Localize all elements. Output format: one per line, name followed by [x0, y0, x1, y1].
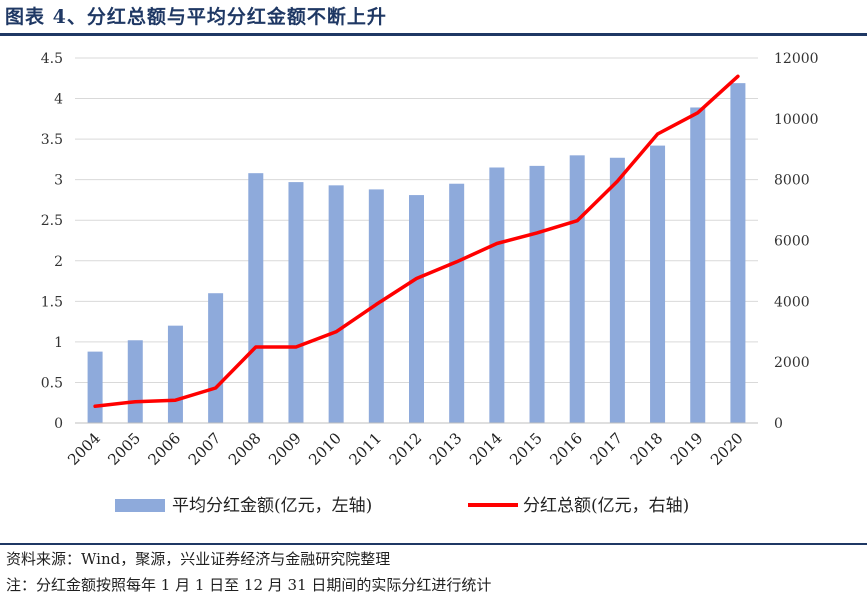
- x-tick-label: 2012: [386, 429, 426, 469]
- x-axis: 2004 2005 2006 2007 2008 2009 2010 2011 2012 2013…: [64, 422, 758, 469]
- bar: [248, 173, 264, 423]
- bar: [650, 145, 666, 423]
- bar: [449, 183, 465, 423]
- line-series: [93, 74, 740, 409]
- x-tick-label: 2020: [707, 429, 747, 469]
- y-right-tick-label: 4000: [774, 294, 810, 310]
- footer-rule: [0, 543, 867, 545]
- x-tick-label: 2010: [305, 429, 345, 469]
- y-left-tick-label: 0.5: [41, 375, 63, 391]
- bar: [127, 340, 143, 423]
- gridlines: [75, 57, 758, 383]
- legend-swatch-bar: [115, 499, 165, 512]
- y-right-tick-label: 10000: [774, 112, 819, 128]
- x-tick-label: 2017: [586, 429, 626, 469]
- x-tick-label: 2014: [466, 429, 506, 469]
- bar: [328, 185, 344, 423]
- bar: [208, 293, 224, 423]
- bar: [409, 195, 424, 423]
- legend-label-bar: 平均分红金额(亿元，左轴): [172, 496, 372, 516]
- y-left-tick-label: 2: [54, 254, 63, 270]
- y-left-tick-label: 0: [54, 416, 63, 432]
- x-tick-label: 2005: [104, 429, 144, 469]
- bar: [730, 83, 746, 423]
- y-left-tick-label: 1.5: [41, 294, 63, 310]
- total-dividend-line: [93, 74, 740, 409]
- y-left-tick-label: 4.5: [41, 51, 63, 67]
- title-rule: [0, 33, 867, 36]
- y-right-tick-label: 8000: [774, 173, 810, 189]
- y-left-tick-label: 1: [54, 335, 63, 351]
- y-axis-right: 0 2000 4000 6000 8000 10000 12000: [774, 51, 819, 432]
- x-tick-label: 2018: [627, 429, 667, 469]
- y-right-tick-label: 0: [774, 416, 783, 432]
- y-left-tick-label: 4: [54, 92, 63, 108]
- bar: [569, 155, 585, 423]
- x-tick-label: 2009: [265, 429, 305, 469]
- bar: [690, 107, 706, 423]
- legend-label-line: 分红总额(亿元，右轴): [523, 496, 689, 516]
- x-tick-label: 2019: [667, 429, 707, 469]
- y-axis-left: 0 0.5 1 1.5 2 2.5 3 3.5 4 4.5: [41, 51, 63, 432]
- x-tick-label: 2008: [225, 429, 265, 469]
- y-right-tick-label: 12000: [774, 51, 819, 67]
- x-tick-label: 2007: [185, 429, 225, 469]
- x-tick-label: 2006: [145, 429, 185, 469]
- bar: [529, 165, 545, 423]
- bar: [489, 167, 505, 423]
- legend: 平均分红金额(亿元，左轴) 分红总额(亿元，右轴): [115, 496, 689, 516]
- y-left-tick-label: 2.5: [41, 213, 63, 229]
- bar-series: [87, 83, 746, 423]
- x-tick-label: 2015: [506, 429, 546, 469]
- bar: [167, 325, 183, 423]
- x-tick-label: 2016: [546, 429, 586, 469]
- chart-area: 0 0.5 1 1.5 2 2.5 3 3.5 4 4.5 0 2000 4000 6000 8000 10…: [41, 51, 819, 516]
- y-left-tick-label: 3.5: [41, 132, 63, 148]
- x-tick-label: 2004: [64, 429, 104, 469]
- bar: [609, 157, 625, 423]
- source-note: 资料来源：Wind，聚源，兴业证券经济与金融研究院整理: [6, 550, 391, 568]
- y-left-tick-label: 3: [54, 173, 63, 189]
- bar: [87, 351, 103, 423]
- y-right-tick-label: 6000: [774, 234, 810, 250]
- x-tick-label: 2011: [345, 429, 385, 469]
- y-right-tick-label: 2000: [774, 355, 810, 371]
- x-tick-label: 2013: [426, 429, 466, 469]
- method-note: 注：分红金额按照每年 1 月 1 日至 12 月 31 日期间的实际分红进行统计: [6, 576, 492, 594]
- bar: [288, 182, 304, 423]
- chart-title: 图表 4、分红总额与平均分红金额不断上升: [5, 6, 387, 28]
